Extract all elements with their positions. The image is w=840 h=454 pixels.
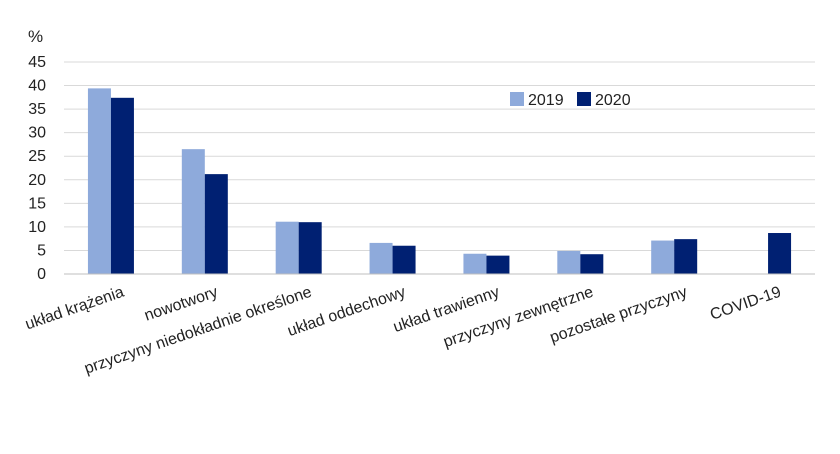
legend: 2019 2020 (510, 92, 631, 109)
x-category-label: układ krążenia (23, 284, 126, 334)
bar-2019 (181, 149, 205, 274)
bar-2019 (651, 240, 675, 274)
gridlines (64, 61, 815, 251)
bar-2019 (275, 221, 299, 274)
y-tick-label: 25 (28, 148, 46, 165)
y-tick-label: 40 (28, 78, 46, 95)
bar-2019 (557, 250, 581, 274)
legend-swatch-2019 (510, 92, 524, 106)
y-tick-label: 15 (28, 195, 46, 212)
y-unit-label: % (28, 27, 43, 46)
bar-2020 (486, 255, 510, 274)
bar-2020 (768, 233, 792, 274)
legend-label-2020: 2020 (595, 92, 631, 109)
y-tick-label: 0 (37, 266, 46, 283)
bars (87, 88, 792, 274)
y-tick-label: 45 (28, 54, 46, 71)
y-tick-label: 20 (28, 172, 46, 189)
bar-2020 (110, 97, 134, 274)
bar-2020 (298, 222, 322, 274)
bar-2020 (580, 254, 604, 274)
bar-2020 (674, 239, 698, 274)
y-tick-label: 35 (28, 101, 46, 118)
y-tick-label: 30 (28, 125, 46, 142)
bar-2019 (463, 253, 487, 274)
x-category-label: COVID-19 (708, 284, 783, 324)
bar-2020 (392, 245, 416, 274)
y-tick-label: 10 (28, 219, 46, 236)
y-tick-label: 5 (37, 242, 46, 259)
bar-2019 (369, 242, 393, 274)
bar-2019 (87, 88, 111, 274)
legend-label-2019: 2019 (528, 92, 564, 109)
legend-swatch-2020 (577, 92, 591, 106)
bar-2020 (204, 174, 228, 274)
y-axis-ticks: 0 5 10 15 20 25 30 35 40 45 (28, 54, 46, 283)
